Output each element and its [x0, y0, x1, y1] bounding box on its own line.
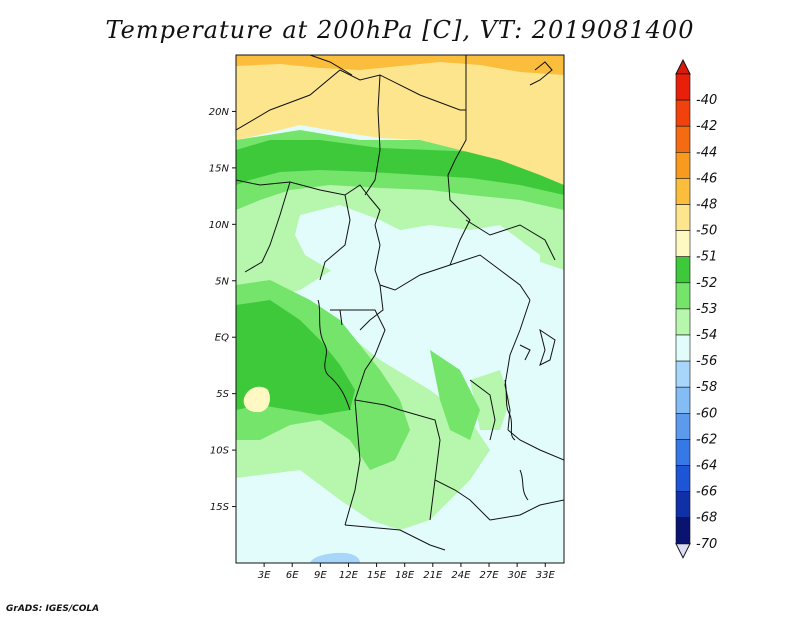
colorbar: -40 -42 -44 -46 -48 -50 -51 -52 -53 -54 -56 -58 -60 -… — [675, 58, 717, 559]
lon-tick-label: 18E — [395, 570, 415, 581]
colorbar-label: -53 — [696, 302, 717, 317]
colorbar-top-cap — [675, 58, 691, 75]
colorbar-label: -58 — [696, 380, 717, 395]
border-line — [519, 344, 531, 361]
lat-tick-label: 5S — [216, 389, 229, 400]
lon-tick-label: 12E — [339, 570, 359, 581]
coastline — [317, 299, 351, 411]
lon-axis: 3E 6E 9E 12E 15E 18E 21E 24E 27E 30E 33E — [258, 563, 556, 581]
colorbar-label: -60 — [696, 406, 717, 421]
colorbar-swatch — [675, 204, 691, 231]
colorbar-label: -44 — [696, 145, 717, 160]
lat-tick-label: EQ — [215, 333, 229, 344]
lat-tick-label: 15S — [210, 502, 230, 513]
colorbar-label: -48 — [696, 198, 717, 213]
lat-tick-label: 5N — [215, 276, 229, 287]
lat-tick-label: 10S — [210, 446, 230, 457]
lon-tick-label: 27E — [480, 570, 500, 581]
country-borders — [236, 55, 564, 551]
border-line — [469, 379, 496, 441]
border-line — [319, 194, 351, 281]
colorbar-swatch — [675, 125, 691, 153]
border-line — [359, 284, 384, 331]
coastline — [519, 469, 529, 501]
map-frame — [235, 54, 565, 564]
colorbar-swatch — [675, 152, 691, 179]
lon-tick-label: 15E — [367, 570, 387, 581]
colorbar-swatch — [675, 465, 691, 492]
border-line — [507, 429, 564, 461]
colorbar-label: -54 — [696, 328, 717, 343]
lon-tick-label: 30E — [508, 570, 528, 581]
colorbar-swatch — [675, 73, 691, 101]
colorbar-swatch — [675, 491, 691, 519]
border-line — [489, 499, 564, 521]
colorbar-label: -56 — [696, 354, 717, 369]
colorbar-swatch — [675, 334, 691, 362]
lat-tick-label: 20N — [209, 107, 230, 118]
border-line — [539, 328, 556, 366]
colorbar-swatch — [675, 439, 691, 466]
colorbar-swatch — [675, 386, 691, 414]
colorbar-label: -40 — [696, 93, 717, 108]
colorbar-label: -52 — [696, 276, 717, 291]
coastline — [529, 61, 553, 86]
colorbar-swatch — [675, 517, 691, 545]
lat-axis: 20N 15N 10N 5N EQ 5S 10S 15S — [209, 107, 236, 513]
border-line — [236, 69, 466, 131]
field-band-dark-green-south — [236, 300, 355, 415]
colorbar-swatch — [675, 412, 691, 440]
field-patch-light-blue — [310, 552, 360, 563]
field-patch-pale-yellow — [243, 386, 270, 413]
colorbar-swatch — [675, 178, 691, 205]
lon-tick-label: 24E — [451, 570, 471, 581]
colorbar-label: -70 — [696, 537, 717, 552]
chart-title: Temperature at 200hPa [C], VT: 201908140… — [105, 16, 695, 44]
lon-tick-label: 33E — [536, 570, 556, 581]
lon-tick-label: 3E — [258, 570, 271, 581]
border-line — [447, 112, 471, 221]
coastline — [504, 379, 516, 441]
border-line — [465, 219, 556, 261]
border-line — [354, 384, 491, 521]
border-line — [344, 524, 446, 551]
software-credit: GrADS: IGES/COLA — [6, 604, 100, 614]
colorbar-bottom-cap — [675, 543, 691, 559]
colorbar-label: -42 — [696, 119, 717, 134]
colorbar-label: -50 — [696, 224, 717, 239]
lon-tick-label: 6E — [286, 570, 299, 581]
colorbar-swatch — [675, 360, 691, 388]
colorbar-label: -51 — [696, 250, 717, 265]
border-line — [309, 55, 353, 76]
field-band-mid-green-east — [430, 350, 480, 440]
colorbar-label: -66 — [696, 485, 717, 500]
border-line — [344, 399, 361, 526]
field-band-orange-48 — [236, 55, 564, 75]
colorbar-label: -68 — [696, 511, 717, 526]
temperature-field — [236, 55, 564, 563]
colorbar-label: -64 — [696, 459, 717, 474]
border-line — [429, 479, 436, 521]
colorbar-swatch — [675, 256, 691, 284]
colorbar-swatch — [675, 99, 691, 127]
border-line — [244, 181, 291, 273]
lat-tick-label: 15N — [209, 163, 230, 174]
field-band-yellow-50 — [236, 55, 564, 185]
colorbar-swatch — [675, 282, 691, 310]
lon-tick-label: 9E — [314, 570, 327, 581]
field-band-cyan-north — [295, 205, 540, 280]
colorbar-label: -62 — [696, 432, 717, 447]
field-band-east-green — [470, 370, 510, 430]
border-line — [330, 309, 386, 386]
colorbar-swatch — [675, 308, 691, 336]
colorbar-swatch — [675, 230, 691, 258]
lon-tick-label: 21E — [423, 570, 443, 581]
border-line — [339, 309, 343, 326]
border-line — [449, 219, 471, 266]
border-line — [374, 224, 531, 301]
border-line — [364, 74, 381, 196]
colorbar-label: -46 — [696, 171, 717, 186]
lat-tick-label: 10N — [209, 220, 230, 231]
